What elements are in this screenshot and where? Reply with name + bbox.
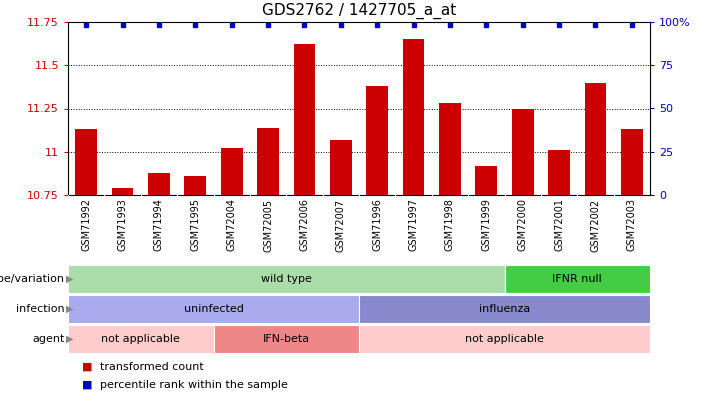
Bar — [475, 166, 497, 195]
Text: transformed count: transformed count — [100, 362, 203, 372]
Text: GSM71999: GSM71999 — [482, 198, 491, 252]
Text: GSM71996: GSM71996 — [372, 198, 382, 252]
Text: not applicable: not applicable — [465, 334, 544, 344]
Text: ■: ■ — [82, 380, 93, 390]
Text: IFN-beta: IFN-beta — [263, 334, 310, 344]
Text: GSM72004: GSM72004 — [226, 198, 237, 252]
Bar — [68, 325, 214, 353]
Text: GSM71993: GSM71993 — [118, 198, 128, 252]
Bar — [221, 148, 243, 195]
Text: percentile rank within the sample: percentile rank within the sample — [100, 380, 287, 390]
Title: GDS2762 / 1427705_a_at: GDS2762 / 1427705_a_at — [262, 3, 456, 19]
Text: GSM71995: GSM71995 — [190, 198, 200, 252]
Bar — [367, 86, 388, 195]
Text: GSM72002: GSM72002 — [590, 198, 601, 252]
Text: infection: infection — [16, 304, 64, 314]
Bar — [294, 45, 315, 195]
Bar — [68, 295, 359, 323]
Text: GSM72001: GSM72001 — [554, 198, 564, 252]
Text: GSM72005: GSM72005 — [263, 198, 273, 252]
Bar — [184, 176, 206, 195]
Bar — [111, 188, 133, 195]
Bar — [359, 325, 650, 353]
Text: genotype/variation: genotype/variation — [0, 274, 64, 284]
Bar — [585, 83, 606, 195]
Bar — [505, 265, 650, 293]
Text: GSM71992: GSM71992 — [81, 198, 91, 252]
Text: agent: agent — [32, 334, 64, 344]
Text: influenza: influenza — [479, 304, 530, 314]
Bar — [214, 325, 359, 353]
Text: GSM72000: GSM72000 — [517, 198, 528, 252]
Bar — [75, 129, 97, 195]
Bar — [257, 128, 279, 195]
Text: GSM71994: GSM71994 — [154, 198, 164, 252]
Text: GSM71998: GSM71998 — [445, 198, 455, 252]
Text: wild type: wild type — [261, 274, 312, 284]
Text: GSM72006: GSM72006 — [299, 198, 309, 252]
Text: uninfected: uninfected — [184, 304, 243, 314]
Bar — [439, 103, 461, 195]
Text: GSM72007: GSM72007 — [336, 198, 346, 252]
Text: IFNR null: IFNR null — [552, 274, 602, 284]
Bar — [68, 265, 505, 293]
Text: GSM72003: GSM72003 — [627, 198, 637, 252]
Bar — [548, 150, 570, 195]
Bar — [512, 109, 533, 195]
Text: GSM71997: GSM71997 — [409, 198, 418, 252]
Bar — [330, 140, 352, 195]
Bar — [402, 39, 425, 195]
Text: ▶: ▶ — [66, 304, 74, 314]
Text: ▶: ▶ — [66, 274, 74, 284]
Bar — [621, 129, 643, 195]
Text: not applicable: not applicable — [102, 334, 180, 344]
Text: ■: ■ — [82, 362, 93, 372]
Bar — [148, 173, 170, 195]
Bar — [359, 295, 650, 323]
Text: ▶: ▶ — [66, 334, 74, 344]
